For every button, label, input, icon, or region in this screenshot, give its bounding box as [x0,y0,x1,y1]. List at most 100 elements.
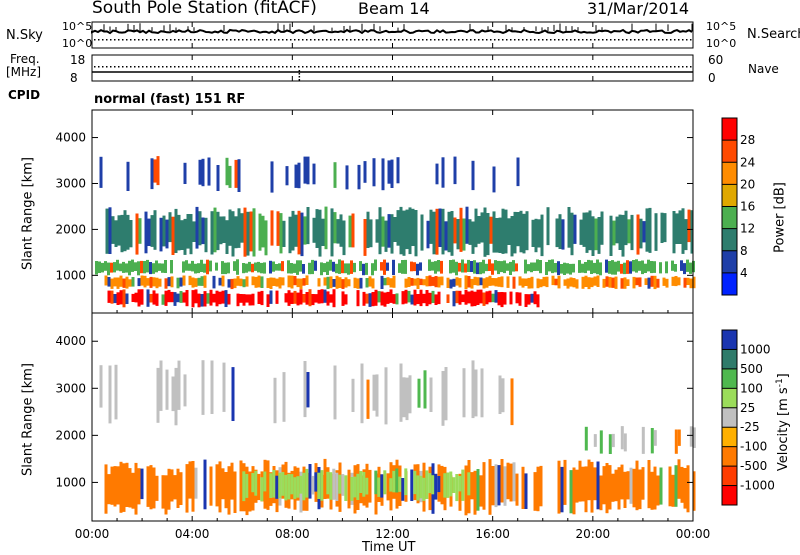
heatmap-cell [530,262,533,273]
freq-dot [522,66,524,68]
heatmap-cell [231,211,235,257]
heatmap-cell [131,293,135,302]
heatmap-cell [380,474,384,498]
velocity-colorbar-swatch [722,485,737,506]
heatmap-cell [125,263,128,273]
heatmap-cell [416,475,420,501]
nsearch-dot [614,39,616,41]
heatmap-cell [383,259,386,275]
nsearch-dot [278,39,280,41]
nsearch-dot [594,39,596,41]
nsearch-dot [626,39,628,41]
freq-dot [518,66,520,68]
heatmap-cell [389,289,393,303]
heatmap-cell [692,276,696,289]
heatmap-cell [402,210,406,256]
heatmap-cell [101,262,104,273]
heatmap-cell [686,465,690,513]
heatmap-cell [323,458,327,499]
heatmap-cell [588,210,592,251]
heatmap-cell [599,475,603,511]
freq-dot [546,66,548,68]
heatmap-cell [654,213,658,251]
nsearch-dot [658,39,660,41]
heatmap-cell [227,262,230,274]
freq-dot [542,66,544,68]
nsearch-dot [222,39,224,41]
heatmap-cell [299,278,303,290]
heatmap-cell [212,293,216,303]
heatmap-cell [432,211,436,255]
heatmap-cell [326,291,330,306]
heatmap-cell [167,277,171,287]
freq-dot [130,66,132,68]
heatmap-cell [461,294,465,303]
heatmap-cell [477,216,481,244]
nsearch-dot [186,39,188,41]
heatmap-cell [233,471,237,513]
heatmap-cell [425,470,429,499]
heatmap-cell [332,279,336,287]
heatmap-cell [542,276,546,287]
heatmap-cell [237,159,241,192]
heatmap-cell [314,472,318,492]
heatmap-cell [536,466,540,512]
freq-dot [346,66,348,68]
heatmap-cell [191,260,194,272]
heatmap-cell [524,294,528,307]
velocity-colorbar-tick-label: 100 [740,381,763,395]
heatmap-cell [191,290,195,308]
nsearch-dot [450,39,452,41]
heatmap-cell [326,261,329,275]
freq-dot [526,66,528,68]
heatmap-cell [650,428,654,454]
freq-dot [586,66,588,68]
heatmap-cell [459,207,463,252]
heatmap-cell [680,260,683,271]
heatmap-cell [278,472,282,499]
heatmap-cell [201,360,205,415]
heatmap-cell [296,292,300,306]
heatmap-cell [602,278,606,288]
heatmap-cell [206,293,210,304]
power-colorbar-swatch [722,228,737,252]
heatmap-cell [263,471,267,492]
heatmap-cell [440,465,444,505]
heatmap-cell [392,275,396,288]
freq-dot [290,66,292,68]
freq-dot [330,66,332,68]
heatmap-cell [297,162,301,189]
freq-dot [650,66,652,68]
heatmap-cell [147,218,151,246]
y-tick-label: 1000 [55,475,86,489]
heatmap-cell [444,367,448,421]
freq-dot [402,66,404,68]
heatmap-cell [683,263,686,275]
heatmap-cell [317,278,321,287]
heatmap-cell [471,221,475,254]
heatmap-cell [563,279,567,286]
heatmap-cell [441,208,445,255]
freq-dot [422,66,424,68]
freq-dot [446,66,448,68]
heatmap-cell [440,260,443,274]
freq-dot [538,66,540,68]
nsearch-dot [338,39,340,41]
heatmap-cell [222,362,226,412]
heatmap-cell [420,214,424,251]
heatmap-cell [398,476,402,492]
nsearch-dot [230,39,232,41]
heatmap-cell [297,210,301,255]
heatmap-cell [225,220,229,254]
heatmap-cell [395,293,399,305]
heatmap-cell [434,276,438,288]
heatmap-cell [479,475,483,507]
freq-dot [498,66,500,68]
heatmap-cell [458,290,462,305]
heatmap-cell [197,263,200,274]
heatmap-cell [116,292,120,305]
power-colorbar-swatch [722,162,737,185]
y-tick-label: 2000 [55,428,86,442]
nsearch-dot [146,39,148,41]
heatmap-cell [437,260,440,272]
